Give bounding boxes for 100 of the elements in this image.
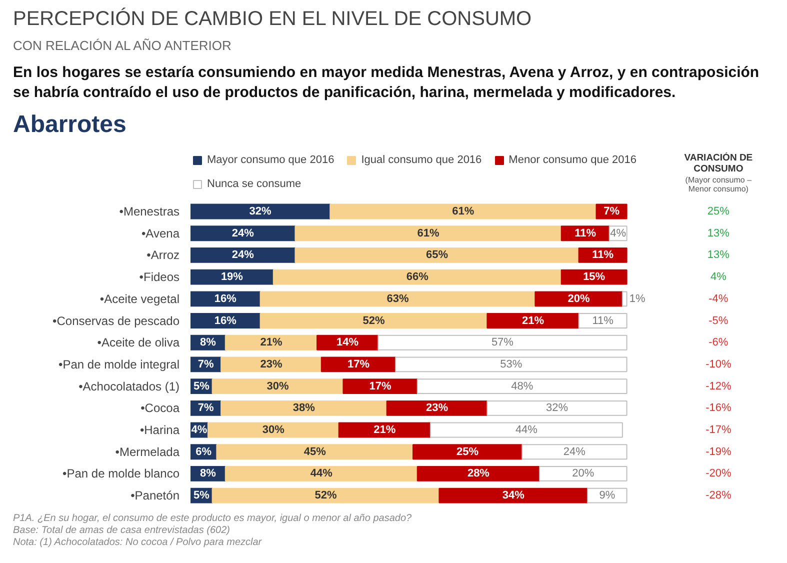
data-label: 1%	[629, 292, 646, 305]
data-label: 30%	[262, 424, 285, 436]
y-tick-label: •Mermelada	[115, 444, 180, 459]
bar	[378, 334, 628, 350]
text: 25%	[707, 206, 730, 218]
y-tick-label: •Pan de molde blanco	[62, 466, 180, 481]
bar	[212, 378, 344, 394]
y-tick-label: •Aceite de oliva	[97, 336, 180, 350]
data-label: 5%	[193, 490, 210, 502]
text: Base: Total de amas de casa entrevistadas (602)	[13, 525, 230, 536]
y-tick-label: •Menestras	[119, 204, 180, 218]
data-label: 45%	[304, 446, 326, 458]
text: -17%	[706, 424, 732, 436]
data-label: 48%	[511, 380, 534, 392]
legend-label: Menor consumo que 2016	[508, 154, 636, 166]
data-label: 65%	[426, 249, 448, 262]
data-label: 21%	[260, 336, 282, 349]
y-tick-label: •Cocoa	[140, 401, 180, 416]
data-label: 24%	[232, 227, 254, 240]
legend-label: Mayor consumo que 2016	[207, 154, 334, 166]
data-label: 7%	[604, 206, 620, 218]
data-label: 30%	[266, 380, 289, 392]
data-label: 23%	[260, 358, 282, 370]
data-label: 34%	[502, 490, 525, 502]
chart-subtitle: CON RELACIÓN AL AÑO ANTERIOR	[13, 36, 232, 55]
bar	[534, 291, 623, 307]
data-label: 15%	[583, 271, 606, 284]
data-label: 6%	[196, 446, 212, 458]
text: (Mayor consumo – Menor consumo)	[685, 175, 752, 194]
bar	[190, 204, 331, 220]
text: En los hogares se estaría consumiendo en mayor medida Menestras, Avena y Arroz, y en contraposición se habría contraído el uso de productos de panificación, harina, mermelada y modificadores.	[13, 63, 760, 102]
data-label: 17%	[347, 358, 370, 370]
bar	[416, 378, 628, 394]
text: -10%	[706, 358, 732, 370]
data-label: 8%	[200, 468, 216, 480]
data-label: 28%	[467, 468, 490, 480]
text: -6%	[708, 336, 728, 349]
data-label: 21%	[374, 424, 396, 436]
data-label: 61%	[417, 227, 440, 240]
bar	[395, 356, 628, 372]
data-label: 11%	[574, 227, 596, 240]
bar	[386, 400, 488, 416]
text: -19%	[706, 446, 732, 458]
data-label: 53%	[500, 358, 522, 370]
text: -20%	[706, 468, 732, 480]
text: -16%	[706, 402, 732, 414]
data-label: 17%	[369, 380, 392, 392]
y-tick-label: •Achocolatados (1)	[78, 379, 180, 394]
legend-label: Igual consumo que 2016	[361, 154, 482, 166]
bar	[294, 247, 580, 263]
data-label: 11%	[592, 314, 614, 327]
data-label: 14%	[336, 336, 359, 349]
bar	[190, 226, 296, 242]
bar	[578, 313, 628, 328]
text: -28%	[706, 490, 732, 502]
data-label: 25%	[456, 446, 479, 458]
text: P1A. ¿En su hogar, el consumo de este producto es mayor, igual o menor al año pasado?	[13, 513, 412, 524]
bar	[622, 291, 628, 307]
data-label: 20%	[572, 468, 594, 480]
data-label: 5%	[193, 380, 210, 392]
bar	[330, 204, 597, 220]
bar	[539, 466, 628, 482]
y-tick-label: •Panetón	[130, 488, 180, 503]
data-label: 9%	[599, 490, 616, 502]
data-label: 44%	[310, 468, 333, 480]
data-label: 16%	[214, 314, 237, 327]
bar	[412, 444, 523, 460]
bar	[207, 422, 340, 438]
text: 13%	[707, 249, 730, 262]
data-label: 7%	[198, 358, 214, 370]
y-tick-label: •Avena	[141, 226, 180, 240]
data-label: 57%	[491, 336, 514, 349]
text: -4%	[708, 292, 728, 305]
data-label: 8%	[200, 336, 216, 349]
bar	[342, 378, 418, 394]
bar	[220, 400, 388, 416]
bar	[224, 334, 318, 350]
legend-label: Nunca se consume	[207, 178, 302, 190]
data-label: 19%	[220, 271, 244, 284]
data-label: 4%	[610, 227, 626, 240]
data-label: 63%	[386, 292, 409, 305]
y-tick-label: •Conservas de pescado	[52, 314, 180, 328]
text: Nota: (1) Achocolatados: No cocoa / Polvo para mezclar	[13, 537, 262, 548]
data-label: 20%	[568, 292, 590, 305]
data-label: 44%	[515, 424, 538, 436]
data-label: 38%	[292, 402, 316, 414]
bar	[430, 422, 623, 438]
data-label: 21%	[522, 314, 544, 327]
bar	[190, 269, 274, 285]
data-label: 24%	[563, 446, 586, 458]
data-label: 24%	[232, 249, 254, 262]
bar	[260, 291, 536, 307]
bar	[294, 226, 562, 242]
data-label: 16%	[214, 292, 237, 305]
text: 4%	[710, 271, 726, 284]
bar	[272, 269, 562, 285]
bar	[212, 488, 440, 504]
data-label: 32%	[546, 402, 568, 414]
text: Abarrotes	[13, 110, 128, 140]
text: -5%	[708, 314, 728, 327]
